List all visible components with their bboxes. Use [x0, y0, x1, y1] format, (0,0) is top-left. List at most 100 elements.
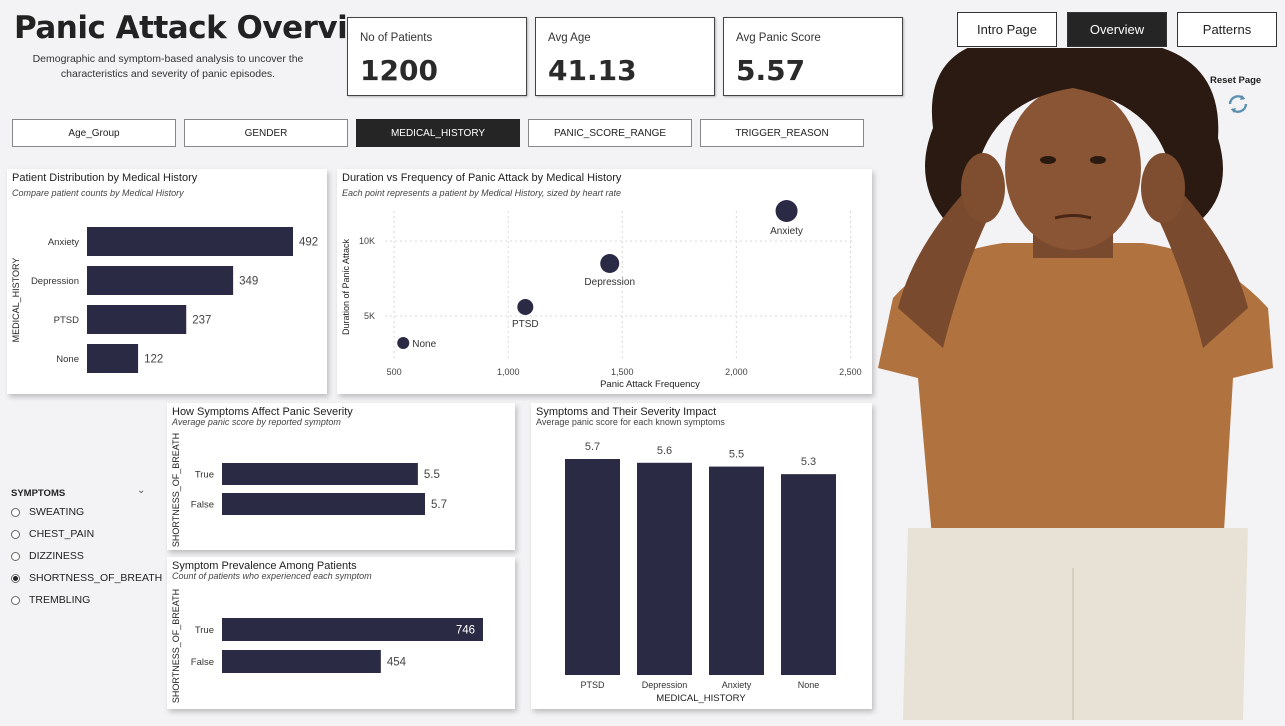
category-label: Depression: [31, 276, 79, 287]
chart-subtitle: Average panic score by reported symptom: [172, 417, 341, 427]
woman-photo-illustration: [878, 48, 1273, 720]
kpi-label: No of Patients: [360, 32, 433, 44]
data-label: 746: [456, 625, 475, 637]
data-label: 5.7: [431, 499, 447, 511]
bar: [87, 344, 139, 373]
category-label: None: [56, 354, 79, 365]
category-label: True: [195, 470, 214, 481]
panel-patient-distribution: Patient Distribution by Medical History …: [7, 169, 327, 394]
bar: [565, 459, 620, 675]
chart-subtitle: Each point represents a patient by Medic…: [342, 188, 621, 198]
slicer-option-dizziness[interactable]: DIZZINESS: [11, 548, 84, 564]
axis-label: MEDICAL_HISTORY: [11, 258, 21, 343]
x-axis-label: MEDICAL_HISTORY: [656, 693, 746, 704]
radio-icon[interactable]: [11, 529, 20, 539]
x-tick-label: 1,500: [611, 367, 634, 377]
chart-title: Symptom Prevalence Among Patients: [172, 560, 357, 572]
point-label: Anxiety: [770, 226, 803, 237]
bar: [222, 650, 381, 673]
data-label: 237: [192, 315, 211, 327]
scatter-point: [517, 299, 534, 315]
kpi-value: 5.57: [736, 54, 806, 87]
chevron-down-icon[interactable]: ⌄: [137, 485, 146, 496]
kpi-value: 41.13: [548, 54, 637, 87]
data-label: 5.5: [424, 469, 440, 481]
filter-trigger-reason-button[interactable]: TRIGGER_REASON: [700, 119, 864, 147]
filter-age-group-button[interactable]: Age_Group: [12, 119, 176, 147]
axis-label: SHORTNESS_OF_BREATH: [171, 433, 181, 547]
nav-overview-button[interactable]: Overview: [1067, 12, 1167, 47]
kpi-label: Avg Panic Score: [736, 32, 821, 44]
category-label: False: [191, 657, 214, 668]
category-label: True: [195, 625, 214, 636]
kpi-card-avg-age: Avg Age 41.13: [535, 17, 715, 96]
panel-symptoms-severity: How Symptoms Affect Panic Severity Avera…: [167, 403, 515, 550]
axis-label: SHORTNESS_OF_BREATH: [171, 589, 181, 703]
bar: [637, 462, 692, 675]
bar: [709, 466, 764, 675]
slicer-option-sweating[interactable]: SWEATING: [11, 504, 84, 520]
x-tick-label: 2,500: [839, 367, 862, 377]
chart-title: Duration vs Frequency of Panic Attack by…: [342, 172, 622, 184]
radio-icon[interactable]: [11, 551, 20, 561]
slicer-option-label: DIZZINESS: [29, 550, 84, 562]
chart-subtitle: Compare patient counts by Medical Histor…: [12, 188, 184, 198]
radio-checked-icon[interactable]: [11, 573, 20, 583]
slicer-title: SYMPTOMS: [11, 488, 66, 499]
bar: [222, 493, 425, 515]
data-label: 5.3: [801, 456, 816, 468]
point-label: Depression: [584, 277, 635, 288]
y-axis-label: Duration of Panic Attack: [341, 238, 351, 335]
point-label: PTSD: [512, 319, 539, 330]
bar: [87, 227, 293, 256]
chart-title: Patient Distribution by Medical History: [12, 172, 198, 184]
kpi-card-avg-panic-score: Avg Panic Score 5.57: [723, 17, 903, 96]
category-label: Anxiety: [48, 237, 79, 248]
bar: [222, 463, 418, 485]
data-label: 5.6: [657, 445, 672, 457]
bar: [222, 618, 483, 641]
panel-severity-impact: Symptoms and Their Severity Impact Avera…: [531, 403, 872, 709]
slicer-option-chest-pain[interactable]: CHEST_PAIN: [11, 526, 94, 542]
panel-symptom-prevalence: Symptom Prevalence Among Patients Count …: [167, 557, 515, 709]
nav-patterns-button[interactable]: Patterns: [1177, 12, 1277, 47]
filter-medical-history-button[interactable]: MEDICAL_HISTORY: [356, 119, 520, 147]
slicer-option-trembling[interactable]: TREMBLING: [11, 592, 90, 608]
scatter-point: [775, 200, 798, 222]
data-label: 122: [144, 354, 163, 366]
page-title: Panic Attack Overview: [14, 10, 396, 46]
bar: [781, 474, 836, 675]
data-label: 5.7: [585, 441, 600, 453]
chart-severity-impact: 5.7 PTSD 5.6 Depression 5.5 Anxiety 5.3 None MED…: [565, 441, 836, 704]
radio-icon[interactable]: [11, 595, 20, 605]
chart-duration-vs-frequency: 500 1,000 1,500 2,000 2,500 5K 10K Anxiety Depre…: [341, 200, 862, 390]
radio-icon[interactable]: [11, 507, 20, 517]
y-tick-label: 5K: [364, 311, 375, 321]
nav-intro-page-button[interactable]: Intro Page: [957, 12, 1057, 47]
chart-symptom-prevalence: True 746 False 454 SHORTNESS_OF_BREATH: [171, 589, 483, 703]
x-axis-label: Panic Attack Frequency: [600, 379, 700, 390]
filter-gender-button[interactable]: GENDER: [184, 119, 348, 147]
scatter-point: [600, 254, 620, 273]
panel-duration-vs-frequency: Duration vs Frequency of Panic Attack by…: [337, 169, 872, 394]
filter-panic-score-range-button[interactable]: PANIC_SCORE_RANGE: [528, 119, 692, 147]
reset-page-label: Reset Page: [1210, 75, 1262, 86]
chart-subtitle: Average panic score for each known sympt…: [536, 417, 725, 427]
point-label: None: [412, 339, 436, 350]
bar: [87, 266, 234, 295]
kpi-value: 1200: [360, 54, 438, 87]
kpi-label: Avg Age: [548, 32, 591, 44]
category-label: False: [191, 500, 214, 511]
chart-subtitle: Count of patients who experienced each s…: [172, 571, 372, 581]
slicer-option-label: SWEATING: [29, 506, 85, 518]
chart-title: How Symptoms Affect Panic Severity: [172, 406, 353, 418]
x-tick-label: 1,000: [497, 367, 520, 377]
data-label: 454: [387, 657, 407, 669]
chart-title: Symptoms and Their Severity Impact: [536, 406, 717, 418]
category-label: Depression: [642, 680, 688, 690]
slicer-option-label: CHEST_PAIN: [29, 528, 95, 540]
refresh-icon[interactable]: [1226, 92, 1250, 116]
kpi-card-patients: No of Patients 1200: [347, 17, 527, 96]
category-label: Anxiety: [722, 680, 752, 690]
slicer-option-shortness-of-breath[interactable]: SHORTNESS_OF_BREATH: [11, 570, 162, 586]
